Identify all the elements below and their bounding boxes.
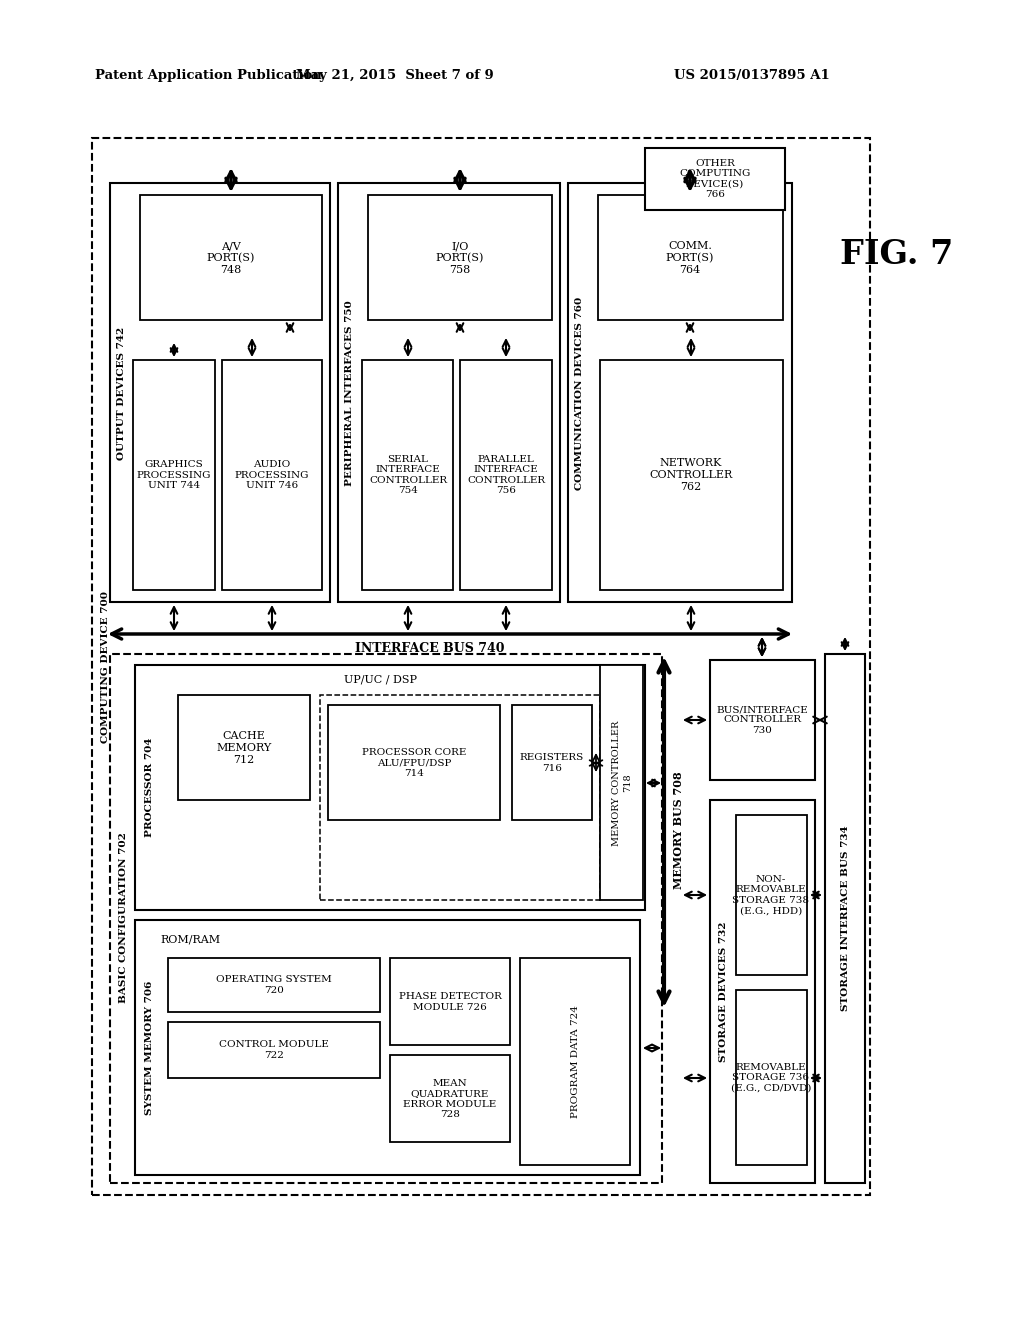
Text: Patent Application Publication: Patent Application Publication (95, 69, 322, 82)
Bar (512, 705, 592, 820)
Text: SYSTEM MEMORY 706: SYSTEM MEMORY 706 (145, 981, 155, 1115)
Bar (319, 696, 600, 900)
Bar (568, 183, 792, 602)
Text: ROM/RAM: ROM/RAM (160, 935, 220, 945)
Bar (362, 360, 453, 590)
Bar (368, 195, 552, 319)
Bar (390, 958, 510, 1045)
Text: CONTROL MODULE
722: CONTROL MODULE 722 (219, 1040, 329, 1060)
Bar (600, 665, 643, 900)
Text: COMMUNICATION DEVICES 760: COMMUNICATION DEVICES 760 (575, 297, 585, 490)
Text: MEMORY CONTROLLER
718: MEMORY CONTROLLER 718 (612, 721, 632, 846)
Bar (110, 653, 662, 1183)
Text: A/V
PORT(S)
748: A/V PORT(S) 748 (207, 242, 255, 275)
Text: PARALLEL
INTERFACE
CONTROLLER
756: PARALLEL INTERFACE CONTROLLER 756 (467, 455, 545, 495)
Text: PERIPHERAL INTERFACES 750: PERIPHERAL INTERFACES 750 (345, 300, 354, 486)
Text: PROCESSOR 704: PROCESSOR 704 (144, 738, 154, 837)
Text: FIG. 7: FIG. 7 (840, 239, 953, 272)
Bar (736, 990, 807, 1166)
Bar (520, 958, 630, 1166)
Text: UP/UC / DSP: UP/UC / DSP (343, 675, 417, 685)
Bar (92, 139, 870, 1195)
Text: MEMORY BUS 708: MEMORY BUS 708 (674, 771, 684, 888)
Text: OUTPUT DEVICES 742: OUTPUT DEVICES 742 (118, 326, 127, 459)
Bar (140, 195, 322, 319)
Text: COMPUTING DEVICE 700: COMPUTING DEVICE 700 (101, 591, 111, 743)
Text: AUDIO
PROCESSING
UNIT 746: AUDIO PROCESSING UNIT 746 (234, 461, 309, 490)
Text: May 21, 2015  Sheet 7 of 9: May 21, 2015 Sheet 7 of 9 (296, 69, 494, 82)
Text: STORAGE DEVICES 732: STORAGE DEVICES 732 (720, 921, 728, 1063)
Bar (390, 1055, 510, 1142)
Bar (598, 195, 783, 319)
Bar (135, 665, 645, 909)
Text: NON-
REMOVABLE
STORAGE 738
(E.G., HDD): NON- REMOVABLE STORAGE 738 (E.G., HDD) (732, 875, 810, 915)
Text: SERIAL
INTERFACE
CONTROLLER
754: SERIAL INTERFACE CONTROLLER 754 (369, 455, 447, 495)
Bar (825, 653, 865, 1183)
Bar (168, 1022, 380, 1078)
Text: OTHER
COMPUTING
DEVICE(S)
766: OTHER COMPUTING DEVICE(S) 766 (679, 158, 751, 199)
Text: PROGRAM DATA 724: PROGRAM DATA 724 (570, 1006, 580, 1118)
Bar (133, 360, 215, 590)
Text: INTERFACE BUS 740: INTERFACE BUS 740 (355, 642, 505, 655)
Text: GRAPHICS
PROCESSING
UNIT 744: GRAPHICS PROCESSING UNIT 744 (137, 461, 211, 490)
Text: CACHE
MEMORY
712: CACHE MEMORY 712 (216, 731, 271, 764)
Bar (736, 814, 807, 975)
Text: BASIC CONFIGURATION 702: BASIC CONFIGURATION 702 (119, 833, 128, 1003)
Bar (222, 360, 322, 590)
Bar (710, 800, 815, 1183)
Text: BUS/INTERFACE
CONTROLLER
730: BUS/INTERFACE CONTROLLER 730 (716, 705, 808, 735)
Bar (645, 148, 785, 210)
Text: COMM.
PORT(S)
764: COMM. PORT(S) 764 (666, 242, 714, 275)
Text: NETWORK
CONTROLLER
762: NETWORK CONTROLLER 762 (649, 458, 732, 491)
Bar (338, 183, 560, 602)
Text: MEAN
QUADRATURE
ERROR MODULE
728: MEAN QUADRATURE ERROR MODULE 728 (403, 1078, 497, 1119)
Text: PROCESSOR CORE
ALU/FPU/DSP
714: PROCESSOR CORE ALU/FPU/DSP 714 (361, 748, 466, 777)
Bar (460, 360, 552, 590)
Bar (110, 183, 330, 602)
Text: I/O
PORT(S)
758: I/O PORT(S) 758 (436, 242, 484, 275)
Bar (168, 958, 380, 1012)
Bar (178, 696, 310, 800)
Bar (328, 705, 500, 820)
Bar (710, 660, 815, 780)
Text: REMOVABLE
STORAGE 736
(E.G., CD/DVD): REMOVABLE STORAGE 736 (E.G., CD/DVD) (731, 1063, 811, 1093)
Bar (135, 920, 640, 1175)
Text: STORAGE INTERFACE BUS 734: STORAGE INTERFACE BUS 734 (841, 825, 850, 1011)
Text: US 2015/0137895 A1: US 2015/0137895 A1 (674, 69, 830, 82)
Bar (600, 360, 783, 590)
Text: OPERATING SYSTEM
720: OPERATING SYSTEM 720 (216, 975, 332, 995)
Text: PHASE DETECTOR
MODULE 726: PHASE DETECTOR MODULE 726 (398, 993, 502, 1011)
Text: REGISTERS
716: REGISTERS 716 (520, 754, 584, 772)
